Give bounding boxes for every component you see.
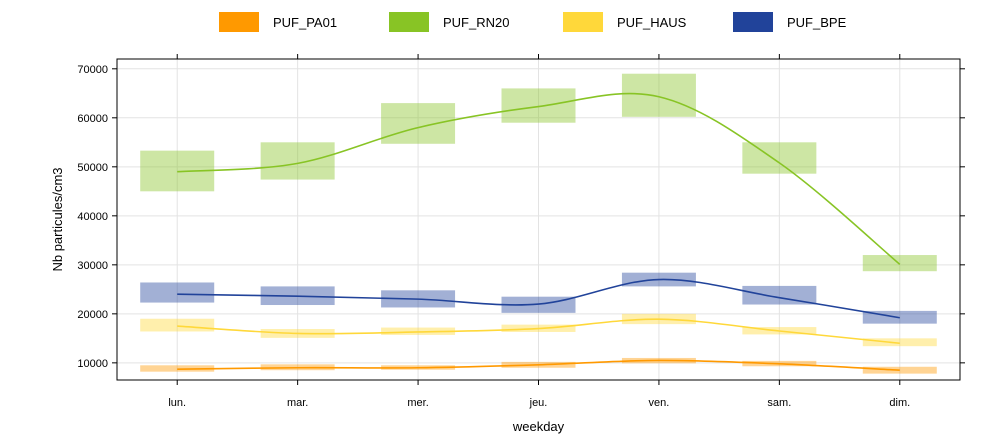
line-PUF_PA01 (177, 359, 900, 371)
legend-label: PUF_RN20 (443, 15, 509, 30)
legend-swatch (219, 12, 259, 32)
series-lines (177, 92, 901, 371)
band-PUF_HAUS (862, 338, 937, 347)
x-axis: lun. mar. mer. jeu. ven. sam. dim. (168, 54, 910, 409)
x-tick-label: dim. (889, 397, 910, 409)
legend-swatch (389, 12, 429, 32)
band-PUF_BPE (140, 282, 215, 303)
y-axis-title: Nb particules/cm3 (50, 167, 65, 271)
legend: PUF_PA01 PUF_RN20 PUF_HAUS PUF_BPE (219, 12, 847, 32)
legend-swatch (563, 12, 603, 32)
y-axis: 10000 20000 30000 40000 50000 60000 70000 (77, 64, 965, 370)
band-PUF_RN20 (260, 142, 335, 180)
x-tick-label: sam. (767, 397, 791, 409)
x-tick-label: mer. (407, 397, 428, 409)
legend-swatch (733, 12, 773, 32)
y-tick-label: 30000 (77, 260, 108, 272)
band-PUF_RN20 (381, 103, 456, 144)
band-PUF_RN20 (742, 142, 817, 174)
band-PUF_HAUS (140, 318, 215, 332)
line-PUF_HAUS (177, 318, 900, 345)
y-tick-label: 20000 (77, 309, 108, 321)
gridlines (117, 59, 960, 380)
x-axis-title: weekday (512, 419, 565, 434)
y-tick-label: 60000 (77, 113, 108, 125)
line-PUF_RN20 (177, 92, 901, 265)
y-tick-label: 70000 (77, 64, 108, 76)
x-tick-label: mar. (287, 397, 308, 409)
y-tick-label: 40000 (77, 211, 108, 223)
band-PUF_RN20 (501, 88, 576, 123)
legend-label: PUF_BPE (787, 15, 847, 30)
band-PUF_RN20 (621, 73, 696, 117)
line-PUF_BPE (177, 278, 900, 319)
x-tick-label: ven. (649, 397, 670, 409)
legend-label: PUF_PA01 (273, 15, 337, 30)
y-tick-label: 50000 (77, 162, 108, 174)
band-PUF_BPE (742, 285, 817, 305)
band-PUF_RN20 (862, 255, 937, 272)
x-tick-label: lun. (168, 397, 186, 409)
x-tick-label: jeu. (529, 397, 548, 409)
y-tick-label: 10000 (77, 358, 108, 370)
legend-label: PUF_HAUS (617, 15, 687, 30)
